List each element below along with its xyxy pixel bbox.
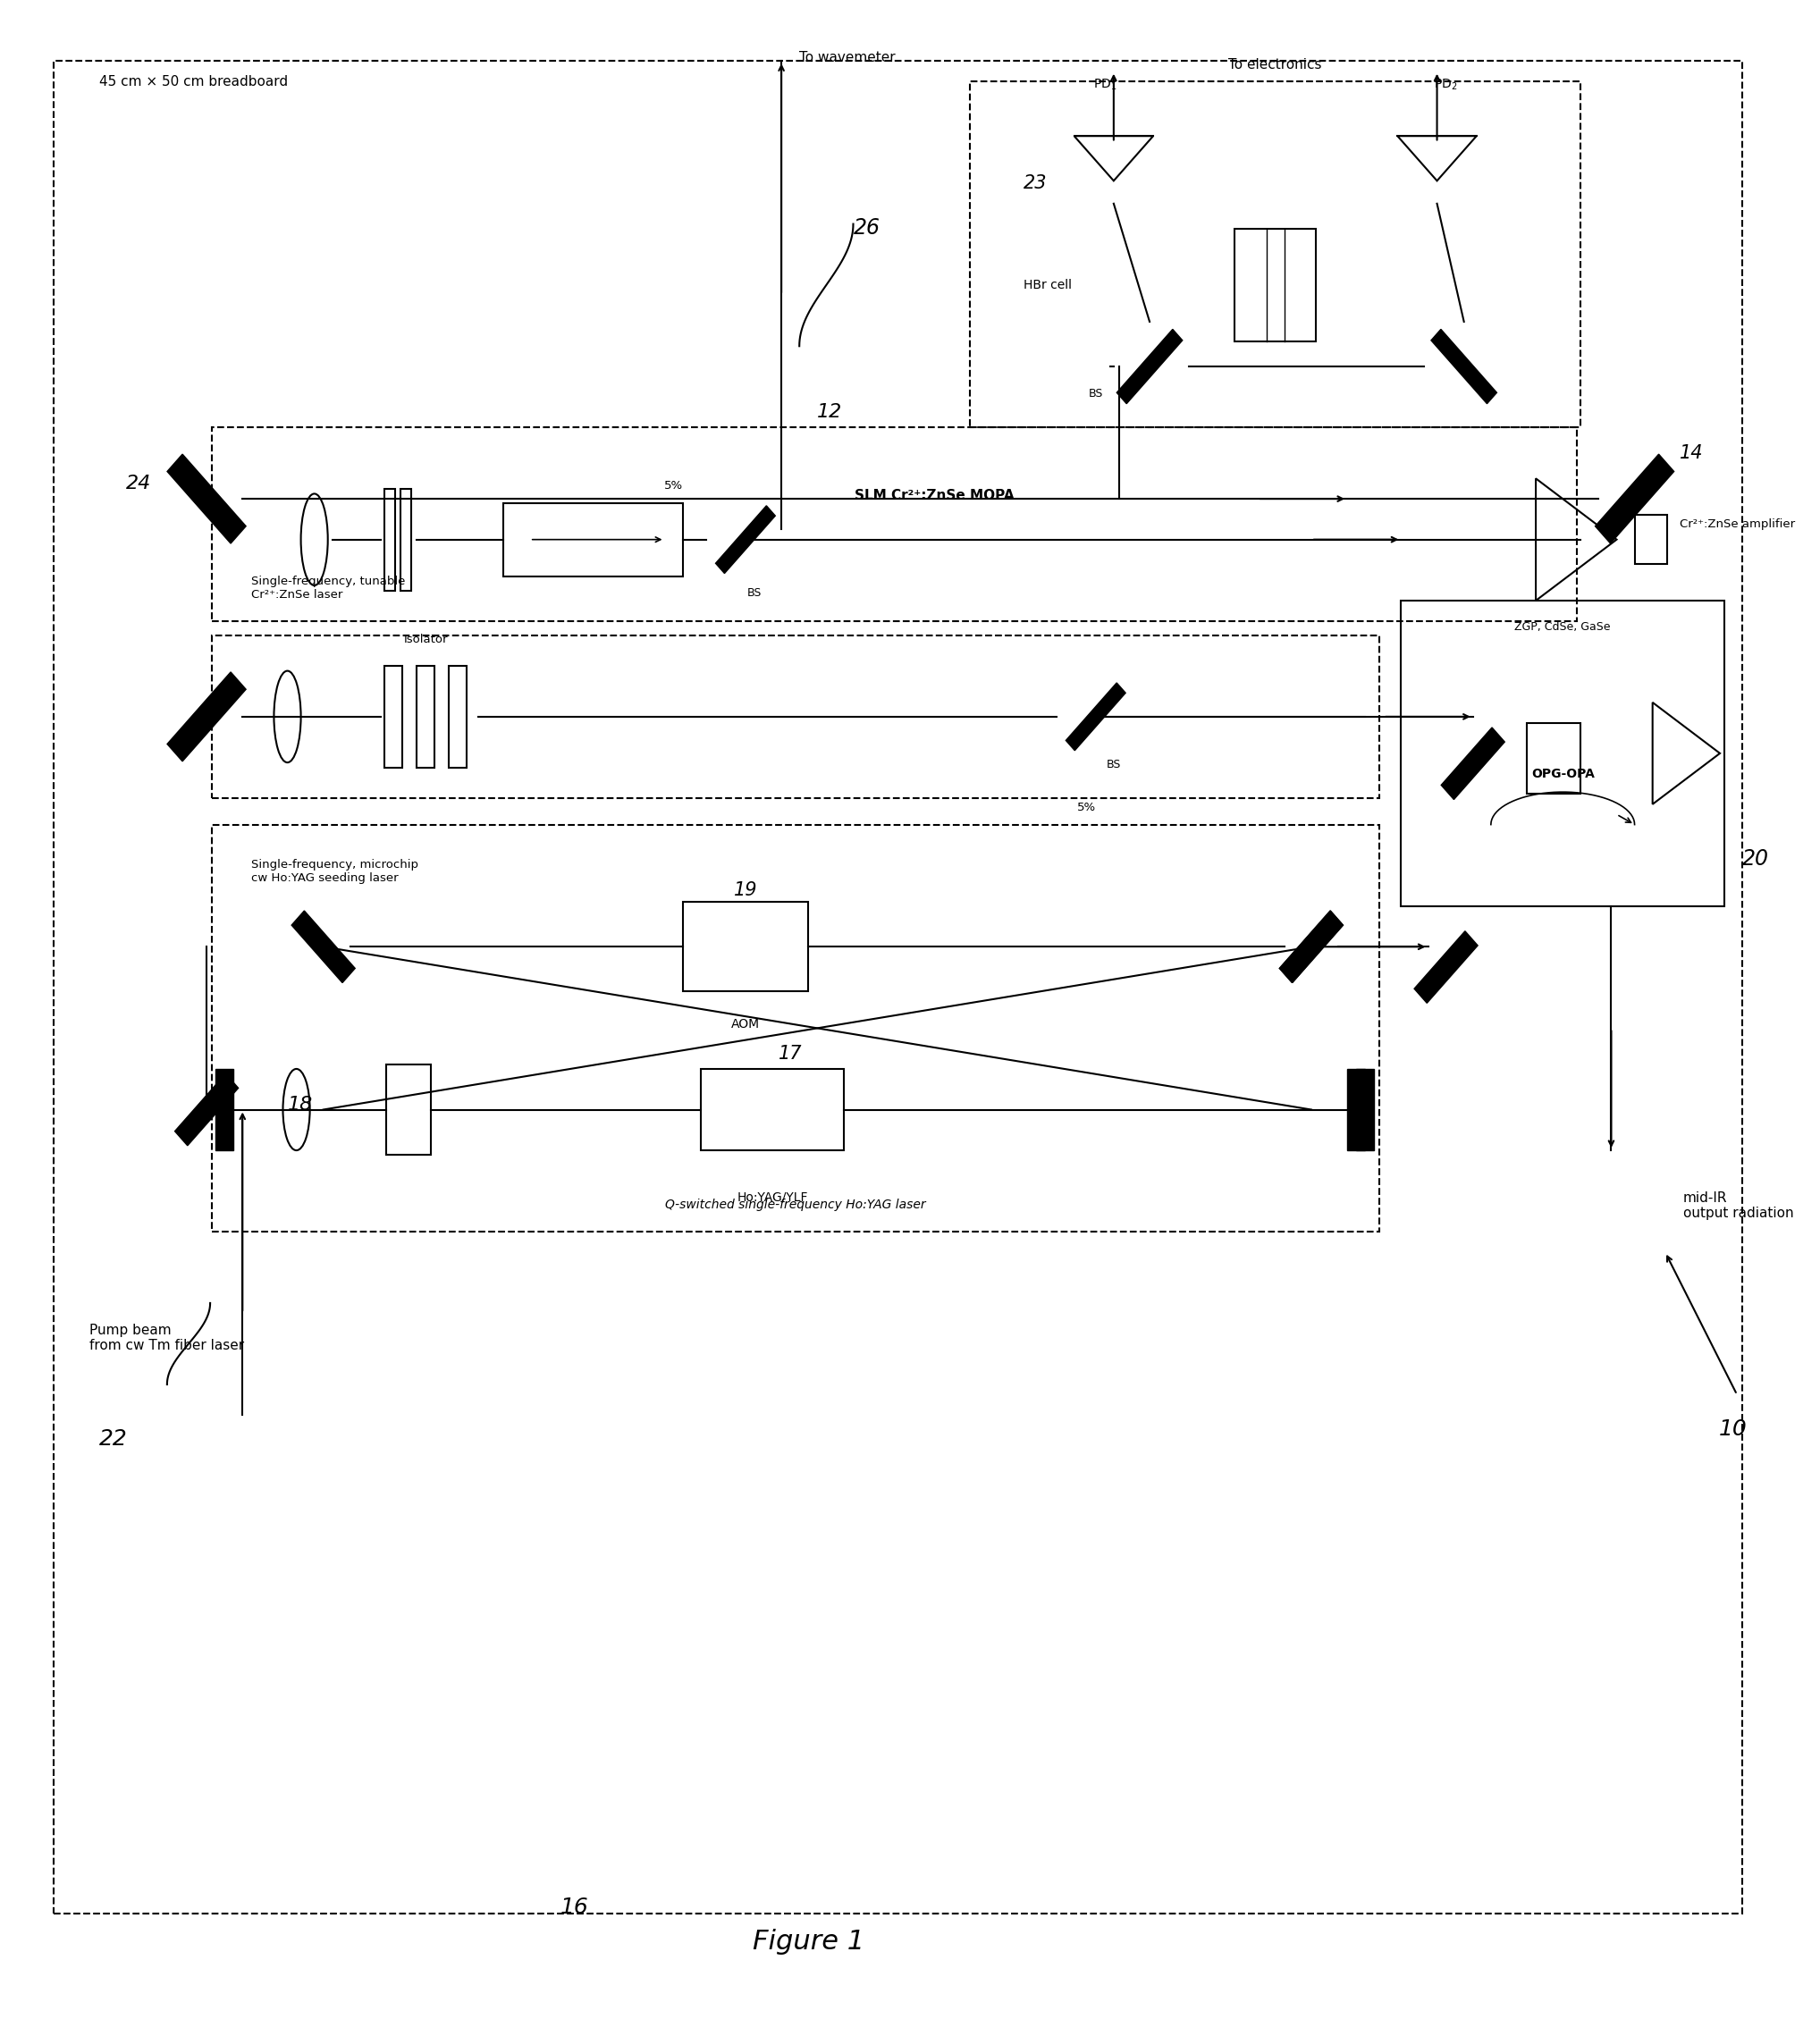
Bar [384, 489, 395, 590]
Polygon shape [1117, 330, 1183, 403]
Bar [1527, 723, 1582, 794]
Text: AOM: AOM [732, 1018, 759, 1030]
Text: 45 cm × 50 cm breadboard: 45 cm × 50 cm breadboard [98, 75, 288, 90]
Polygon shape [175, 1073, 238, 1146]
Bar [400, 489, 411, 590]
Polygon shape [1279, 910, 1343, 983]
Text: BS: BS [1088, 389, 1103, 399]
Text: Single-frequency, microchip
cw Ho:YAG seeding laser: Single-frequency, microchip cw Ho:YAG se… [251, 859, 419, 884]
Text: To electronics: To electronics [1228, 57, 1321, 71]
Bar [450, 666, 468, 768]
Text: 14: 14 [1680, 444, 1704, 462]
Text: PD$_1$: PD$_1$ [1092, 77, 1116, 92]
Text: mid-IR
output radiation: mid-IR output radiation [1684, 1191, 1793, 1220]
Text: 5%: 5% [664, 480, 682, 491]
Text: 22: 22 [98, 1429, 127, 1450]
Text: Cr²⁺:ZnSe amplifier: Cr²⁺:ZnSe amplifier [1680, 519, 1795, 529]
Text: SLM Cr²⁺:ZnSe MOPA: SLM Cr²⁺:ZnSe MOPA [854, 489, 1014, 503]
Bar [1401, 601, 1724, 906]
Polygon shape [167, 672, 246, 761]
Bar [701, 1069, 844, 1150]
Text: Ho:YAG/YLF: Ho:YAG/YLF [737, 1191, 808, 1203]
Text: PD$_2$: PD$_2$ [1434, 77, 1458, 92]
Bar [384, 666, 402, 768]
Text: OPG-OPA: OPG-OPA [1531, 768, 1594, 780]
Bar [1634, 515, 1667, 564]
Bar [970, 81, 1582, 428]
Text: Isolator: Isolator [404, 633, 448, 645]
Polygon shape [1279, 910, 1343, 983]
Polygon shape [1356, 1069, 1374, 1150]
Text: 12: 12 [817, 403, 843, 421]
Text: HBr cell: HBr cell [1025, 279, 1072, 291]
Text: Pump beam
from cw Tm fiber laser: Pump beam from cw Tm fiber laser [89, 1323, 244, 1352]
Bar [386, 1065, 431, 1154]
Bar [211, 428, 1578, 621]
Text: ZGP, CdSe, GaSe: ZGP, CdSe, GaSe [1514, 621, 1611, 633]
Polygon shape [1441, 727, 1505, 800]
Bar [502, 503, 682, 576]
Text: 5%: 5% [1077, 802, 1096, 812]
Bar [211, 825, 1380, 1232]
Text: 17: 17 [779, 1044, 803, 1063]
Polygon shape [1347, 1069, 1365, 1150]
Polygon shape [167, 454, 246, 544]
Text: Q-switched single-frequency Ho:YAG laser: Q-switched single-frequency Ho:YAG laser [666, 1199, 926, 1211]
Bar [211, 635, 1380, 798]
Polygon shape [1067, 682, 1125, 751]
Polygon shape [1431, 330, 1496, 403]
Bar [417, 666, 435, 768]
Text: BS: BS [1107, 759, 1121, 770]
Text: To wavemeter: To wavemeter [799, 51, 895, 65]
Text: Figure 1: Figure 1 [752, 1928, 864, 1955]
Polygon shape [1414, 930, 1478, 1004]
Text: 26: 26 [854, 218, 881, 238]
Text: 16: 16 [561, 1898, 590, 1918]
Polygon shape [215, 1069, 233, 1150]
Bar [1236, 228, 1316, 340]
Bar [682, 902, 808, 992]
Polygon shape [1594, 454, 1674, 544]
Polygon shape [291, 910, 355, 983]
Text: 24: 24 [126, 474, 151, 493]
Text: 23: 23 [1025, 175, 1048, 191]
Polygon shape [715, 505, 775, 574]
Text: 19: 19 [733, 882, 757, 900]
Text: Single-frequency, tunable
Cr²⁺:ZnSe laser: Single-frequency, tunable Cr²⁺:ZnSe lase… [251, 576, 406, 601]
Text: 10: 10 [1720, 1419, 1747, 1439]
Text: 20: 20 [1742, 849, 1769, 869]
Text: 18: 18 [288, 1095, 313, 1114]
Text: BS: BS [746, 588, 763, 599]
